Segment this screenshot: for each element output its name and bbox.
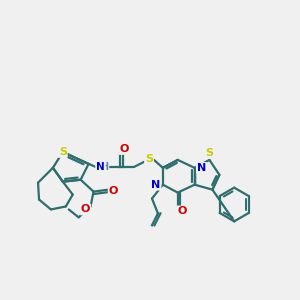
- Text: N: N: [96, 162, 105, 172]
- Text: O: O: [177, 206, 186, 216]
- Text: S: S: [59, 147, 67, 157]
- Text: O: O: [81, 204, 90, 214]
- Text: N: N: [151, 180, 160, 190]
- Text: S: S: [145, 154, 153, 164]
- Text: S: S: [206, 148, 213, 158]
- Text: N: N: [197, 163, 206, 173]
- Text: O: O: [109, 186, 118, 196]
- Text: O: O: [120, 144, 129, 154]
- Text: H: H: [100, 162, 109, 172]
